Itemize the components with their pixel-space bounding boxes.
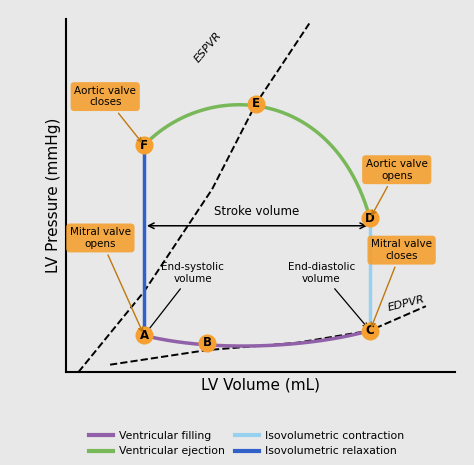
Text: EDPVR: EDPVR bbox=[387, 294, 426, 313]
Text: F: F bbox=[140, 139, 148, 152]
Text: A: A bbox=[139, 329, 149, 342]
Text: Aortic valve
closes: Aortic valve closes bbox=[74, 86, 141, 142]
Text: ESPVR: ESPVR bbox=[192, 30, 224, 65]
Legend: Ventricular filling, Ventricular ejection, Isovolumetric contraction, Isovolumet: Ventricular filling, Ventricular ejectio… bbox=[86, 428, 407, 459]
Text: B: B bbox=[203, 336, 212, 349]
Text: D: D bbox=[365, 212, 375, 225]
Text: End-diastolic
volume: End-diastolic volume bbox=[288, 262, 367, 327]
Text: E: E bbox=[252, 97, 260, 110]
Text: Stroke volume: Stroke volume bbox=[214, 206, 300, 219]
Text: Mitral valve
opens: Mitral valve opens bbox=[70, 227, 143, 332]
X-axis label: LV Volume (mL): LV Volume (mL) bbox=[201, 378, 320, 392]
Text: Mitral valve
closes: Mitral valve closes bbox=[371, 239, 432, 326]
Text: End-systolic
volume: End-systolic volume bbox=[146, 262, 224, 332]
Y-axis label: LV Pressure (mmHg): LV Pressure (mmHg) bbox=[46, 118, 61, 273]
Text: C: C bbox=[365, 324, 374, 337]
Text: Aortic valve
opens: Aortic valve opens bbox=[366, 159, 428, 215]
